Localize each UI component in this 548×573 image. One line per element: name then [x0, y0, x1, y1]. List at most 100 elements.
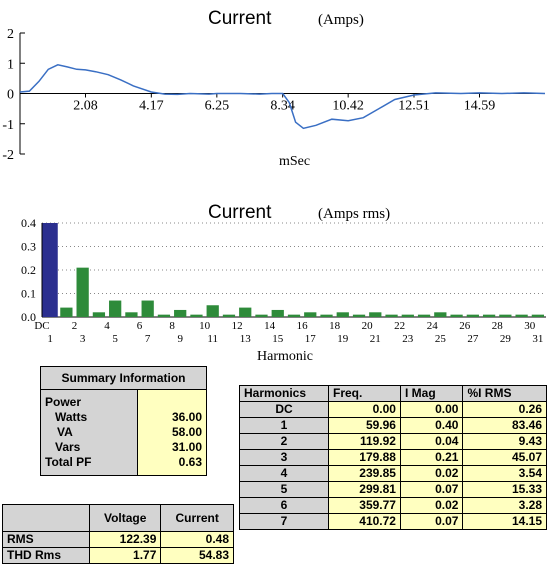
- harmonic-bar: [320, 314, 333, 317]
- freq-cell: 299.81: [328, 481, 401, 498]
- harmonic-x-tick-label: 25: [435, 333, 447, 345]
- harmonic-x-tick-label: DC: [34, 320, 49, 332]
- summary-table: Summary Information Power Watts VA Vars …: [39, 366, 207, 476]
- pct-rms-header: %I RMS: [462, 385, 547, 402]
- thd-voltage: 1.77: [88, 547, 162, 564]
- summary-labels: Power Watts VA Vars Total PF: [39, 389, 139, 476]
- harmonics-table-row: 7 410.72 0.07 14.15: [239, 513, 547, 530]
- vc-header-current: Current: [160, 504, 234, 532]
- harmonic-bar: [531, 314, 544, 317]
- freq-cell: 179.88: [328, 449, 401, 466]
- freq-cell: 119.92: [328, 433, 401, 450]
- harmonics-table-body: DC 0.00 0.00 0.26 1 59.96 0.40 83.46 2 119.92 0.04…: [239, 401, 547, 530]
- harmonic-x-tick-label: 31: [532, 333, 543, 345]
- waveform-x-tick-label: 10.42: [332, 99, 364, 114]
- harmonic-bar: [352, 314, 366, 317]
- waveform-y-tick-label: 2: [7, 27, 14, 42]
- harmonic-bar: [190, 314, 203, 317]
- pct-cell: 45.07: [462, 449, 547, 466]
- harmonic-x-axis-label: Harmonic: [257, 349, 313, 364]
- harmonic-x-tick-label: 20: [362, 320, 374, 332]
- harmonic-bar: [271, 309, 284, 317]
- pct-cell: 9.43: [462, 433, 547, 450]
- harmonic-bar: [401, 314, 414, 317]
- harmonic-y-tick-label: 0.3: [21, 240, 36, 254]
- mag-cell: 0.02: [399, 497, 464, 514]
- mag-cell: 0.21: [399, 449, 464, 466]
- vars-label: Vars: [55, 440, 81, 454]
- harmonic-y-tick-label: 0.2: [21, 263, 36, 277]
- freq-cell: 359.77: [328, 497, 401, 514]
- harmonic-x-tick-label: 2: [72, 320, 78, 332]
- harmonic-x-tick-label: 1: [47, 333, 53, 345]
- watts-value: 36.00: [171, 410, 202, 424]
- waveform-chart: 2 1 0 -1 -2 2.08 4.17 6.25 8.34 10.42 12.51 14.59: [2, 27, 546, 163]
- harmonic-bar: [109, 300, 122, 317]
- waveform-x-tick-label: 8.34: [270, 99, 295, 114]
- harmonic-cell: 5: [239, 481, 329, 498]
- harmonic-bar: [92, 312, 106, 317]
- total-pf-value: 0.63: [178, 455, 202, 469]
- waveform-series-line: [19, 64, 546, 130]
- rms-label: RMS: [2, 531, 90, 548]
- pct-cell: 83.46: [462, 417, 547, 434]
- pct-cell: 0.26: [462, 401, 547, 418]
- harmonic-bar: [450, 314, 463, 317]
- waveform-y-tick-label: 0: [7, 88, 14, 103]
- harmonics-table-row: 2 119.92 0.04 9.43: [239, 433, 547, 450]
- harmonic-x-tick-label: 8: [169, 320, 175, 332]
- waveform-y-tick-label: -1: [2, 118, 14, 133]
- pct-cell: 3.28: [462, 497, 547, 514]
- mag-cell: 0.07: [399, 513, 464, 530]
- waveform-x-tick-label: 14.59: [464, 99, 496, 114]
- harmonic-cell: 1: [239, 417, 329, 434]
- harmonic-x-tick-label: 14: [264, 320, 276, 332]
- harmonic-x-tick-label: 4: [104, 320, 110, 332]
- harmonics-table-row: DC 0.00 0.00 0.26: [239, 401, 547, 418]
- freq-cell: 0.00: [328, 401, 401, 418]
- imag-header: I Mag: [399, 385, 464, 402]
- pct-cell: 15.33: [462, 481, 547, 498]
- summary-title: Summary Information: [40, 366, 207, 390]
- harmonic-x-tick-label: 13: [240, 333, 252, 345]
- harmonic-chart-title: Current: [208, 202, 272, 223]
- harmonic-x-tick-label: 11: [207, 333, 218, 345]
- harmonic-x-tick-label: 28: [492, 320, 504, 332]
- harmonic-x-tick-label: 23: [402, 333, 414, 345]
- power-label: Power: [45, 395, 82, 409]
- harmonic-cell: 7: [239, 513, 329, 530]
- harmonic-x-tick-label: 9: [177, 333, 183, 345]
- harmonic-bar: [125, 312, 138, 317]
- harmonics-table-row: 3 179.88 0.21 45.07: [239, 449, 547, 466]
- harmonic-cell: 2: [239, 433, 329, 450]
- harmonic-bar: [482, 314, 496, 317]
- harmonic-chart-unit: (Amps rms): [318, 206, 391, 222]
- harmonic-bar: [157, 314, 171, 317]
- waveform-x-tick-label: 2.08: [73, 99, 98, 114]
- harmonic-x-tick-label: 22: [394, 320, 405, 332]
- harmonic-x-tick-label: 19: [337, 333, 349, 345]
- harmonic-bar: [76, 267, 89, 317]
- harmonic-x-tick-label: 3: [80, 333, 86, 345]
- vc-header-voltage: Voltage: [88, 504, 162, 532]
- harmonics-table: Harmonics Freq. I Mag %I RMS DC 0.00 0.00 0…: [239, 385, 547, 530]
- harmonics-table-row: 1 59.96 0.40 83.46: [239, 417, 547, 434]
- vc-header-blank: [2, 504, 90, 532]
- harmonic-x-tick-label: 30: [524, 320, 536, 332]
- harmonic-x-tick-label: 17: [305, 333, 317, 345]
- harmonic-x-tick-label: 26: [459, 320, 471, 332]
- va-label: VA: [57, 425, 73, 439]
- harmonic-bar: [434, 312, 447, 317]
- freq-header: Freq.: [328, 385, 401, 402]
- harmonic-x-tick-label: 10: [199, 320, 211, 332]
- harmonic-y-tick-label: 0.4: [21, 216, 36, 230]
- voltage-current-table: Voltage Current RMS 122.39 0.48 THD Rms …: [2, 504, 234, 564]
- harmonic-y-tick-label: 0.1: [21, 287, 36, 301]
- mag-cell: 0.04: [399, 433, 464, 450]
- harmonic-x-tick-label: 16: [297, 320, 309, 332]
- harmonic-x-tick-label: 24: [427, 320, 439, 332]
- harmonic-bar: [255, 314, 268, 317]
- harmonic-cell: 3: [239, 449, 329, 466]
- rms-voltage: 122.39: [88, 531, 162, 548]
- rms-current: 0.48: [160, 531, 234, 548]
